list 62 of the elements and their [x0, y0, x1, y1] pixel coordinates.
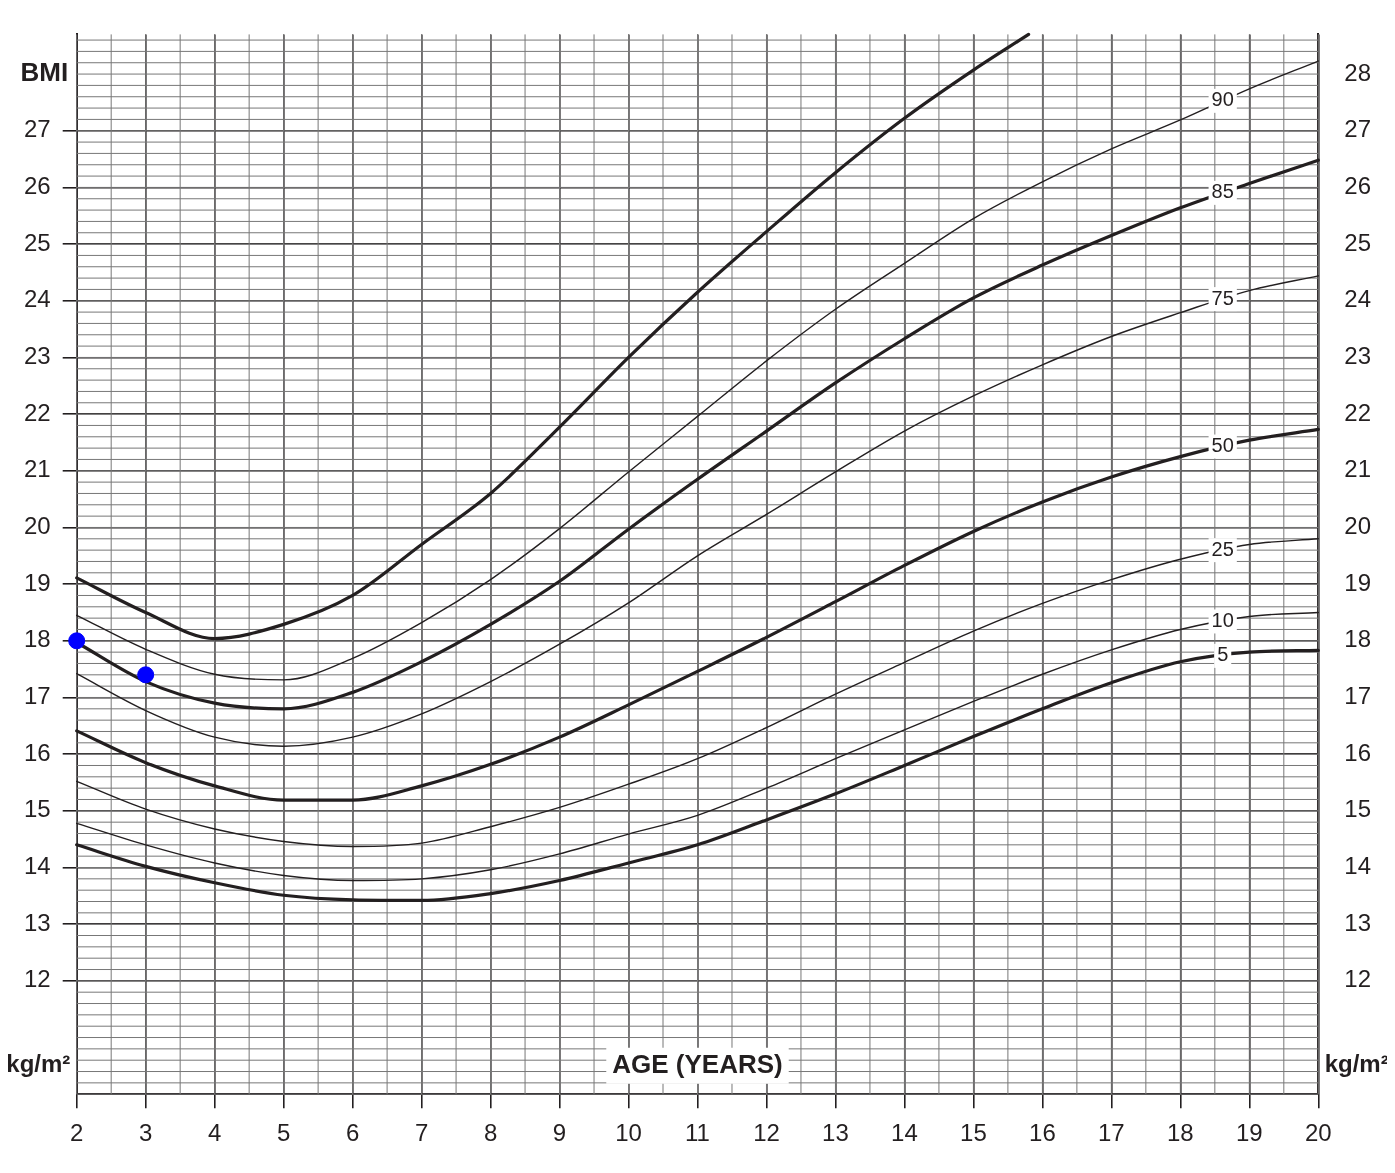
series-label: 50: [1211, 434, 1234, 457]
y2-tick-label: 23: [1344, 342, 1372, 370]
y2-tick-label: 21: [1344, 455, 1372, 483]
y-tick-label: 27: [23, 115, 51, 143]
y2-tick-label: 15: [1344, 795, 1372, 823]
x-axis-title: AGE (YEARS): [612, 1049, 783, 1080]
y2-tick-label: 16: [1344, 738, 1372, 766]
x-tick-label: 20: [1304, 1119, 1332, 1147]
y2-tick-label: 27: [1344, 115, 1372, 143]
y2-tick-label: 13: [1344, 908, 1372, 936]
y2-tick-label: 24: [1344, 285, 1372, 313]
x-tick-label: 4: [207, 1119, 222, 1147]
series-label: 85: [1211, 180, 1234, 203]
y-tick-label: 17: [23, 682, 51, 710]
y2-tick-label: 26: [1344, 172, 1372, 200]
x-tick-label: 19: [1235, 1119, 1263, 1147]
text: kg/m²: [6, 1050, 71, 1078]
x-tick-label: 3: [138, 1119, 153, 1147]
y-tick-label: 19: [23, 568, 51, 596]
y-tick-label: 25: [23, 228, 51, 256]
x-tick-label: 10: [615, 1119, 642, 1147]
x-tick-label: 2: [70, 1119, 84, 1147]
y-tick-label: 16: [23, 738, 51, 766]
y-tick-label: 22: [23, 398, 51, 426]
x-tick-label: 11: [685, 1119, 710, 1147]
x-tick-label: 12: [753, 1119, 780, 1147]
series-label: 75: [1211, 286, 1234, 309]
y-tick-label: 21: [23, 455, 51, 483]
series-label: 10: [1211, 608, 1234, 631]
y2-tick-label: 19: [1344, 568, 1372, 596]
y-tick-label: 12: [23, 965, 51, 993]
y-tick-label: 14: [23, 852, 51, 880]
y2-tick-label: 22: [1344, 398, 1372, 426]
x-tick-label: 16: [1029, 1119, 1056, 1147]
x-tick-label: 9: [552, 1119, 567, 1147]
y-tick-label: 15: [23, 795, 51, 823]
series-label: 25: [1211, 537, 1234, 560]
series-label: 90: [1211, 88, 1234, 111]
y-tick-label: 18: [23, 625, 51, 653]
x-tick-label: 14: [891, 1119, 918, 1147]
x-tick-label: 17: [1098, 1119, 1125, 1147]
x-tick-label: 13: [822, 1119, 849, 1147]
y-tick-label: 13: [23, 908, 51, 936]
x-tick-label: 5: [276, 1119, 291, 1147]
y2-tick-label: 17: [1344, 682, 1372, 710]
x-tick-label: 15: [960, 1119, 987, 1147]
series-label: 5: [1217, 643, 1229, 666]
x-tick-label: 7: [414, 1119, 429, 1147]
x-tick-label: 18: [1167, 1119, 1194, 1147]
x-tick-label: 6: [345, 1119, 360, 1147]
y-tick-label: 23: [23, 342, 51, 370]
y-tick-label: 24: [23, 285, 51, 313]
x-tick-label: 8: [483, 1119, 498, 1147]
y2-tick-label: 12: [1344, 965, 1372, 993]
y2-tick-label: 20: [1344, 512, 1372, 540]
y-tick-label: 26: [23, 172, 51, 200]
y2-tick-label: 18: [1344, 625, 1372, 653]
y2-tick-label: 25: [1344, 228, 1372, 256]
y-tick-label: 20: [23, 512, 51, 540]
y-axis-title: BMI: [20, 57, 69, 88]
y2-tick-label: 28: [1344, 58, 1372, 86]
y2-tick-label: 14: [1344, 852, 1372, 880]
